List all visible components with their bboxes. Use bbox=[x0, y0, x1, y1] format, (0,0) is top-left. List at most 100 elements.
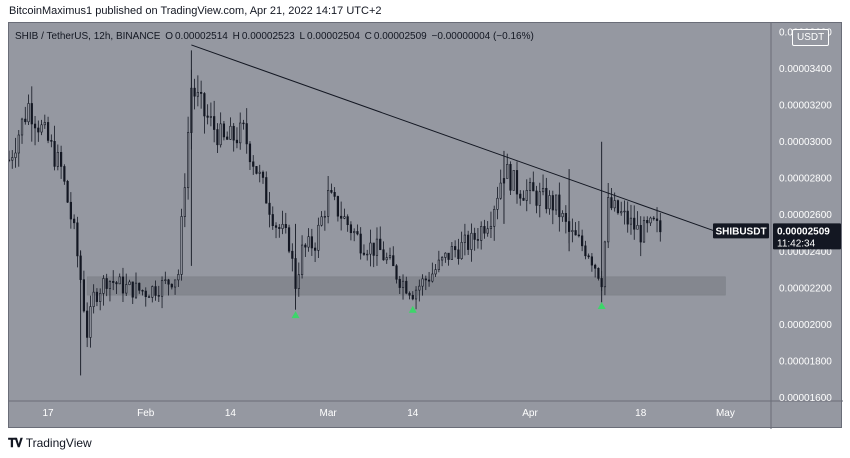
candle-body bbox=[496, 197, 499, 210]
candle-body bbox=[616, 200, 620, 214]
candle-body bbox=[414, 289, 418, 300]
up-arrow-marker-1 bbox=[291, 311, 300, 319]
candle-body bbox=[447, 252, 450, 260]
candle-body bbox=[519, 193, 522, 199]
x-tick-label: 18 bbox=[635, 408, 647, 419]
candle-body bbox=[206, 115, 209, 118]
candle-body bbox=[636, 225, 639, 230]
countdown-timer: 11:42:34 bbox=[777, 238, 816, 249]
low-value: 0.00002504 bbox=[307, 31, 360, 42]
tradingview-logo-icon: 𝐓𝐕 bbox=[8, 435, 23, 450]
candle-body bbox=[327, 190, 330, 217]
candle-body bbox=[353, 231, 356, 234]
candle-body bbox=[271, 214, 274, 226]
candle-body bbox=[642, 220, 646, 243]
candle-body bbox=[102, 278, 105, 294]
candle-body bbox=[460, 242, 463, 259]
candlestick-chart[interactable]: 0.00001600 0.00001800 0.00002000 0.00002200… bbox=[9, 23, 843, 429]
candle-body bbox=[427, 279, 431, 282]
candle-body bbox=[551, 195, 554, 211]
candle-body bbox=[56, 152, 59, 167]
last-price-tag bbox=[773, 223, 841, 250]
candle-body bbox=[626, 210, 629, 225]
candle-body bbox=[369, 242, 372, 255]
high-label: H bbox=[232, 31, 240, 42]
candle-body bbox=[603, 241, 607, 288]
candle-body bbox=[323, 216, 326, 218]
candle-body bbox=[512, 170, 515, 191]
candle-body bbox=[37, 127, 40, 133]
candle-body bbox=[291, 250, 294, 259]
candle-body bbox=[203, 93, 206, 117]
candle-body bbox=[33, 123, 37, 129]
candle-body bbox=[359, 233, 362, 254]
descending-resistance-line[interactable] bbox=[191, 44, 726, 236]
candle-body bbox=[558, 194, 561, 218]
candle-body bbox=[307, 236, 310, 248]
y-tick-label: 0.00002800 bbox=[779, 174, 832, 185]
candle-body bbox=[457, 249, 460, 259]
candle-body bbox=[95, 291, 99, 302]
candle-body bbox=[284, 224, 287, 228]
candle-body bbox=[105, 278, 108, 289]
candle-body bbox=[317, 224, 320, 251]
candle-body bbox=[226, 136, 229, 140]
candle-body bbox=[9, 159, 11, 162]
candle-body bbox=[379, 238, 382, 251]
candle-body bbox=[385, 257, 388, 261]
up-arrow-marker-3 bbox=[597, 302, 606, 310]
y-tick-label: 0.00003400 bbox=[779, 64, 832, 75]
candle-body bbox=[151, 286, 154, 298]
candle-body bbox=[89, 306, 92, 338]
candle-body bbox=[437, 259, 440, 270]
open-label: O bbox=[165, 31, 173, 42]
low-label: L bbox=[299, 31, 306, 42]
y-tick-label: 0.00003200 bbox=[779, 101, 832, 112]
candle-body bbox=[633, 217, 636, 230]
candle-body bbox=[330, 190, 333, 193]
candle-body bbox=[509, 164, 512, 191]
candle-body bbox=[53, 141, 56, 167]
candle-body bbox=[649, 217, 652, 224]
candle-body bbox=[340, 215, 343, 219]
change-value: −0.00000004 (−0.16%) bbox=[431, 31, 534, 42]
candle-body bbox=[242, 122, 245, 125]
candle-body bbox=[587, 255, 590, 258]
x-tick-label: Feb bbox=[137, 408, 155, 419]
candle-body bbox=[17, 134, 20, 154]
candle-body bbox=[577, 234, 580, 237]
candle-body bbox=[343, 216, 346, 219]
candle-body bbox=[180, 216, 183, 275]
candle-body bbox=[659, 220, 662, 233]
candle-body bbox=[86, 310, 89, 338]
candle-body bbox=[11, 157, 14, 161]
candle-body bbox=[652, 217, 655, 220]
candle-body bbox=[506, 164, 509, 179]
open-value: 0.00002514 bbox=[175, 31, 228, 42]
x-tick-label: 14 bbox=[225, 408, 237, 419]
candle-body bbox=[258, 171, 261, 174]
candle-body bbox=[147, 296, 151, 298]
candle-body bbox=[554, 194, 558, 211]
candle-body bbox=[66, 180, 69, 203]
symbol-tag bbox=[713, 223, 769, 239]
candle-body bbox=[372, 242, 375, 256]
candle-body bbox=[60, 152, 63, 167]
y-tick-label: 0.00002400 bbox=[779, 247, 832, 258]
candle-body bbox=[278, 227, 281, 229]
candle-body bbox=[594, 264, 597, 269]
chart-frame[interactable]: 0.00001600 0.00001800 0.00002000 0.00002200… bbox=[8, 22, 843, 429]
up-arrow-marker-2 bbox=[408, 305, 417, 313]
candle-body bbox=[196, 92, 199, 97]
candle-body bbox=[333, 192, 336, 197]
candle-body bbox=[138, 282, 141, 291]
candle-body bbox=[265, 177, 268, 204]
candle-body bbox=[24, 118, 27, 123]
candle-body bbox=[125, 284, 128, 294]
candle-body bbox=[336, 196, 339, 217]
candle-body bbox=[411, 294, 414, 300]
candle-body bbox=[431, 273, 434, 282]
candle-body bbox=[499, 182, 502, 199]
candle-body bbox=[467, 234, 470, 250]
currency-badge[interactable]: USDT bbox=[792, 29, 830, 46]
